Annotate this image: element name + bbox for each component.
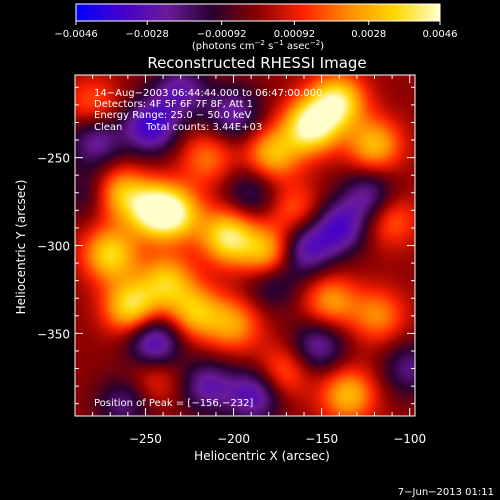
x-tick-label: −250 <box>129 432 162 446</box>
colorbar-tick-label: −0.00092 <box>197 29 247 40</box>
colorbar <box>75 3 441 22</box>
y-axis-tick-labels: −250 −300 −350 <box>37 152 70 342</box>
colorbar-tick-label: 0.00092 <box>274 29 315 40</box>
y-axis-label: Heliocentric Y (arcsec) <box>14 180 28 315</box>
colorbar-unit-label: (photons cm−2 s−1 asec−2) <box>192 39 324 52</box>
y-tick-label: −350 <box>37 327 70 341</box>
colorbar-tick-label: 0.0046 <box>423 29 458 40</box>
x-axis-label: Heliocentric X (arcsec) <box>194 449 330 463</box>
chart-title: Reconstructed RHESSI Image <box>147 54 366 72</box>
y-tick-label: −250 <box>37 152 70 166</box>
annotation-counts: Total counts: 3.44E+03 <box>145 122 262 133</box>
footer-timestamp: 7−Jun−2013 01:11 <box>398 487 494 498</box>
annotation-energy: Energy Range: 25.0 − 50.0 keV <box>94 110 251 121</box>
x-axis-ticks <box>74 75 411 416</box>
colorbar-ticks <box>75 21 441 25</box>
x-tick-label: −100 <box>393 432 426 446</box>
colorbar-tick-label: −0.0046 <box>54 29 97 40</box>
annotation-block: 14−Aug−2003 06:44:44.000 to 06:47:00.000… <box>94 88 322 133</box>
colorbar-tick-labels: −0.0046 −0.0028 −0.00092 0.00092 0.0028 0.004… <box>54 29 457 40</box>
annotation-method: Clean <box>94 122 122 133</box>
annotation-detectors: Detectors: 4F 5F 6F 7F 8F, Att 1 <box>94 99 253 110</box>
y-tick-label: −300 <box>37 240 70 254</box>
x-axis-tick-labels: −250 −200 −150 −100 <box>129 432 426 446</box>
y-axis-ticks <box>75 86 415 405</box>
annotation-time-range: 14−Aug−2003 06:44:44.000 to 06:47:00.000 <box>94 88 322 99</box>
colorbar-tick-label: 0.0028 <box>351 29 386 40</box>
x-tick-label: −150 <box>305 432 338 446</box>
annotation-peak-position: Position of Peak = [−156,−232] <box>94 398 253 409</box>
x-tick-label: −200 <box>217 432 250 446</box>
colorbar-tick-label: −0.0028 <box>126 29 169 40</box>
heatmap-image <box>75 75 415 416</box>
